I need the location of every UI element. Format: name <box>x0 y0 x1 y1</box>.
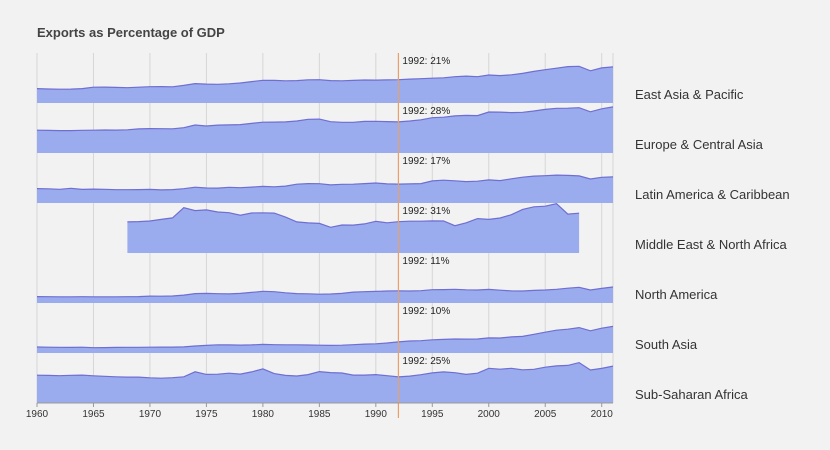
annotation-latin-america-caribbean: 1992: 17% <box>402 156 450 167</box>
area-north-america <box>37 287 613 303</box>
x-tick-label-1975: 1975 <box>195 409 218 420</box>
annotation-south-asia: 1992: 10% <box>402 306 450 317</box>
x-tick-label-1965: 1965 <box>82 409 105 420</box>
region-label-east-asia-pacific: East Asia & Pacific <box>635 87 744 102</box>
x-tick-label-1990: 1990 <box>365 409 388 420</box>
region-labels: East Asia & Pacific 1992: 21% Europe & Cen… <box>402 56 789 402</box>
line-middle-east-north-africa <box>127 203 580 228</box>
area-europe-central-asia <box>37 106 613 153</box>
x-tick-label-2010: 2010 <box>591 409 614 420</box>
x-tick-label-1980: 1980 <box>252 409 275 420</box>
chart-title: Exports as Percentage of GDP <box>37 25 225 40</box>
region-areas <box>36 65 614 403</box>
x-axis: 1960 1965 1970 1975 1980 1985 1990 1995 2000 2005… <box>26 402 614 420</box>
area-south-asia <box>37 326 613 353</box>
annotation-europe-central-asia: 1992: 28% <box>402 106 450 117</box>
line-sub-saharan-africa <box>36 361 614 379</box>
x-tick-label-1970: 1970 <box>139 409 162 420</box>
line-north-america <box>36 286 614 298</box>
line-east-asia-pacific <box>36 65 614 90</box>
area-latin-america-caribbean <box>37 175 613 203</box>
x-tick-label-2005: 2005 <box>534 409 557 420</box>
area-east-asia-pacific <box>37 66 613 103</box>
x-tick-label-1985: 1985 <box>308 409 331 420</box>
region-label-sub-saharan-africa: Sub-Saharan Africa <box>635 387 749 402</box>
x-tick-label-2000: 2000 <box>478 409 501 420</box>
annotation-middle-east-north-africa: 1992: 31% <box>402 206 450 217</box>
x-tick-label-1995: 1995 <box>421 409 444 420</box>
area-middle-east-north-africa <box>127 203 580 253</box>
x-tick-label-1960: 1960 <box>26 409 49 420</box>
annotation-north-america: 1992: 11% <box>402 256 449 267</box>
area-sub-saharan-africa <box>37 362 613 403</box>
region-label-north-america: North America <box>635 287 718 302</box>
region-label-latin-america-caribbean: Latin America & Caribbean <box>635 187 790 202</box>
region-label-middle-east-north-africa: Middle East & North Africa <box>635 237 787 252</box>
line-latin-america-caribbean <box>36 174 614 191</box>
line-south-asia <box>36 325 614 349</box>
region-label-south-asia: South Asia <box>635 337 698 352</box>
region-label-europe-central-asia: Europe & Central Asia <box>635 137 764 152</box>
annotation-east-asia-pacific: 1992: 21% <box>402 56 450 67</box>
line-europe-central-asia <box>36 106 614 132</box>
annotation-sub-saharan-africa: 1992: 25% <box>402 356 450 367</box>
